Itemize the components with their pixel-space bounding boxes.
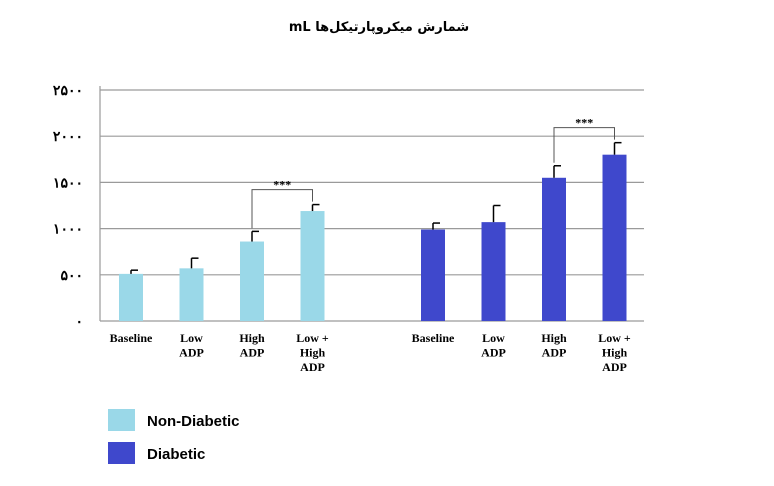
- significance-brackets: *** ***: [251, 116, 615, 229]
- significance-bracket: [251, 189, 313, 229]
- x-axis-ticks: Baseline Low ADP High ADP Low + High ADP Baselin…: [110, 331, 631, 374]
- x-tick-label: High ADP: [239, 331, 265, 360]
- y-axis-ticks: ۰ ۵۰۰ ۱۰۰۰ ۱۵۰۰ ۲۰۰۰ ۲۵۰۰: [53, 84, 83, 330]
- significance-label: ***: [575, 116, 593, 130]
- bar: [119, 273, 143, 321]
- legend-swatch: [108, 409, 135, 431]
- bar: [179, 268, 204, 321]
- y-tick-label: ۵۰۰: [60, 269, 83, 284]
- significance-bracket: [553, 127, 615, 163]
- error-bars: [130, 141, 622, 274]
- legend-label: Non-Diabetic: [147, 413, 240, 430]
- bar: [602, 154, 627, 321]
- y-tick-label: ۲۰۰۰: [53, 130, 83, 145]
- bar: [542, 177, 566, 321]
- y-tick-label: ۲۵۰۰: [53, 84, 83, 99]
- y-tick-label: ۱۰۰۰: [53, 223, 83, 238]
- x-tick-label: Low + High ADP: [598, 331, 631, 374]
- bar: [421, 229, 445, 321]
- legend: Non-Diabetic Diabetic: [108, 409, 240, 464]
- x-tick-label: Low ADP: [179, 331, 204, 360]
- x-tick-label: High ADP: [541, 331, 567, 360]
- bar: [481, 222, 506, 321]
- y-tick-label: ۱۵۰۰: [53, 176, 83, 191]
- bar: [240, 241, 264, 321]
- x-tick-label: Baseline: [412, 331, 455, 345]
- bars: [119, 154, 627, 321]
- x-tick-label: Low ADP: [481, 331, 506, 360]
- significance-label: ***: [273, 178, 291, 192]
- x-tick-label: Low + High ADP: [296, 331, 329, 374]
- y-tick-label: ۰: [75, 315, 83, 330]
- chart-title: شمارش میکروپارتیکل‌ها mL: [289, 20, 469, 35]
- x-tick-label: Baseline: [110, 331, 153, 345]
- legend-label: Diabetic: [147, 446, 205, 463]
- bar: [300, 211, 325, 321]
- legend-swatch: [108, 442, 135, 464]
